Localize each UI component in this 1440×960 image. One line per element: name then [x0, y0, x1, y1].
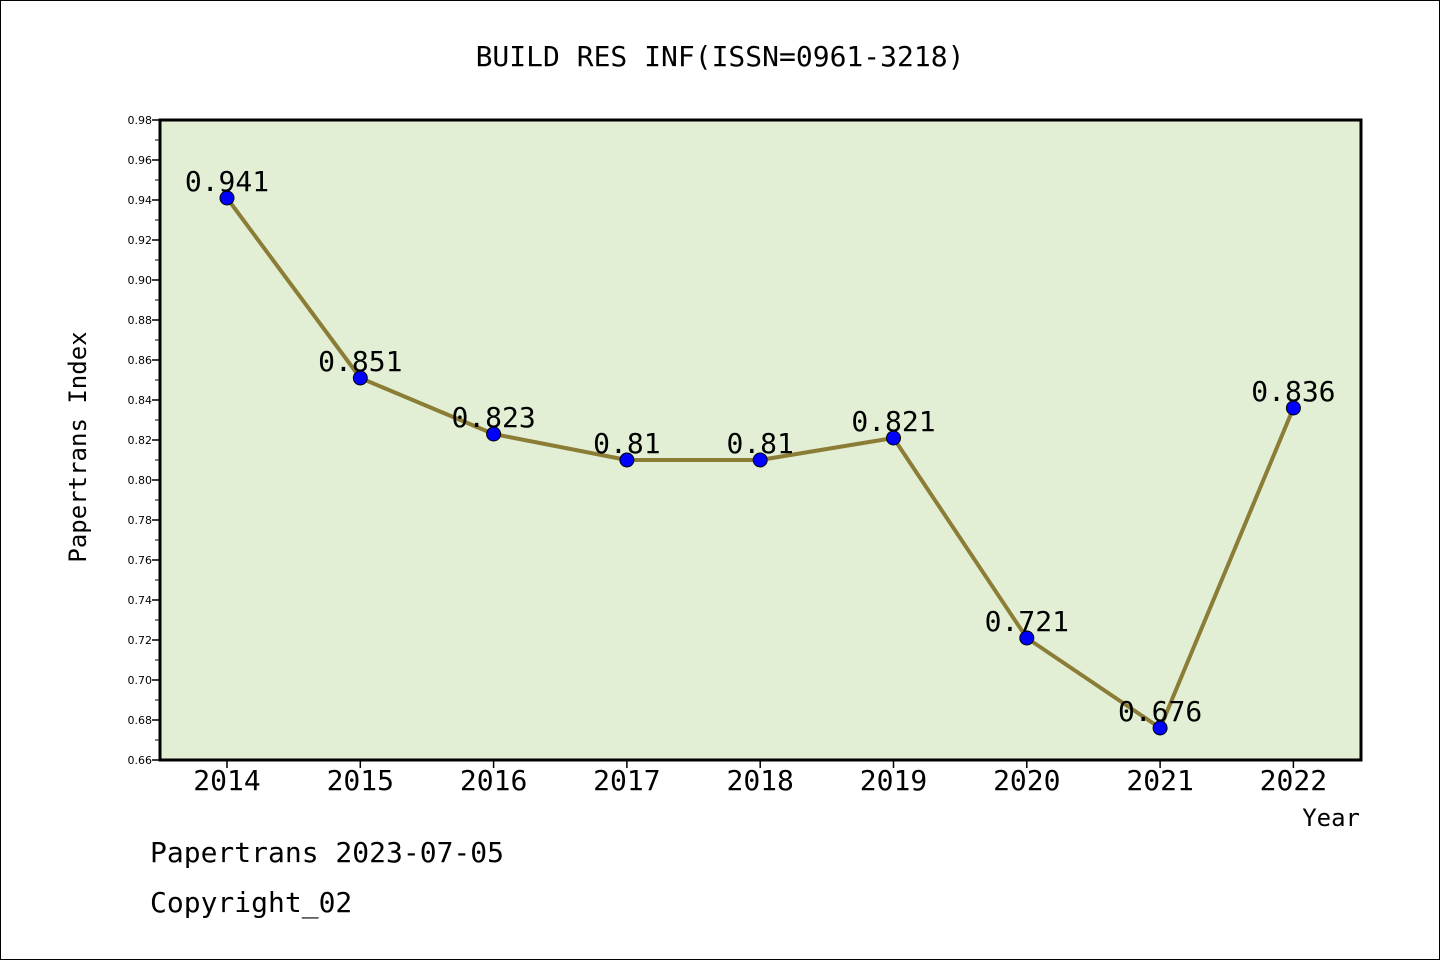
data-point — [886, 430, 901, 446]
y-tick-label: 0.68 — [128, 714, 153, 727]
data-point — [1152, 720, 1168, 736]
x-tick-label: 2015 — [327, 764, 394, 797]
y-tick-label: 0.98 — [128, 114, 153, 127]
data-label: 0.81 — [726, 427, 793, 460]
data-point — [219, 190, 235, 206]
x-tick-label: 2014 — [193, 764, 260, 797]
x-tick-label: 2021 — [1126, 764, 1193, 797]
x-axis: 2014 2015 2016 2017 2018 2019 2020 2021 2022 — [193, 760, 1327, 797]
data-label: 0.836 — [1251, 375, 1335, 408]
data-point — [752, 452, 768, 468]
plot-area — [160, 120, 1361, 760]
x-tick-label: 2022 — [1260, 764, 1327, 797]
y-tick-label: 0.78 — [128, 514, 153, 527]
data-label: 0.823 — [451, 401, 535, 434]
y-tick-label: 0.92 — [128, 234, 153, 247]
data-label: 0.851 — [318, 345, 402, 378]
x-axis-title: Year — [1302, 804, 1360, 832]
plot-border — [158, 118, 1363, 762]
footer-date: Papertrans 2023-07-05 — [150, 836, 505, 869]
data-label: 0.821 — [851, 405, 935, 438]
data-point — [1285, 400, 1301, 416]
marker-group — [219, 190, 1301, 736]
y-axis: 0.66 0.68 0.70 0.72 0.74 0.76 0.78 0.80 0.82 0.84… — [128, 114, 160, 767]
x-tick-label: 2020 — [993, 764, 1060, 797]
y-tick-label: 0.80 — [128, 474, 153, 487]
footer-copyright: Copyright_02 — [150, 886, 353, 919]
y-tick-label: 0.90 — [128, 274, 153, 287]
data-point — [619, 452, 635, 468]
x-tick-label: 2017 — [593, 764, 660, 797]
data-point — [1019, 630, 1035, 646]
x-tick-label: 2019 — [860, 764, 927, 797]
y-tick-label: 0.66 — [128, 754, 153, 767]
y-tick-label: 0.76 — [128, 554, 153, 567]
x-tick-label: 2018 — [726, 764, 793, 797]
data-point — [486, 426, 502, 442]
y-tick-label: 0.74 — [128, 594, 153, 607]
data-label: 0.721 — [985, 605, 1069, 638]
x-tick-label: 2016 — [460, 764, 527, 797]
y-axis-title: Papertrans Index — [64, 331, 92, 562]
y-tick-label: 0.72 — [128, 634, 153, 647]
y-tick-label: 0.82 — [128, 434, 153, 447]
y-tick-label: 0.94 — [128, 194, 153, 207]
data-label-group: 0.941 0.851 0.823 0.81 0.81 0.821 0.721 0.676 0.… — [185, 165, 1336, 728]
y-tick-label: 0.70 — [128, 674, 153, 687]
y-tick-label: 0.86 — [128, 354, 153, 367]
data-label: 0.676 — [1118, 695, 1202, 728]
y-tick-label: 0.84 — [128, 394, 153, 407]
data-point — [352, 370, 368, 386]
chart-title: BUILD RES INF(ISSN=0961-3218) — [476, 40, 965, 73]
data-label: 0.81 — [593, 427, 660, 460]
y-tick-label: 0.88 — [128, 314, 153, 327]
y-tick-label: 0.96 — [128, 154, 153, 167]
data-label: 0.941 — [185, 165, 269, 198]
